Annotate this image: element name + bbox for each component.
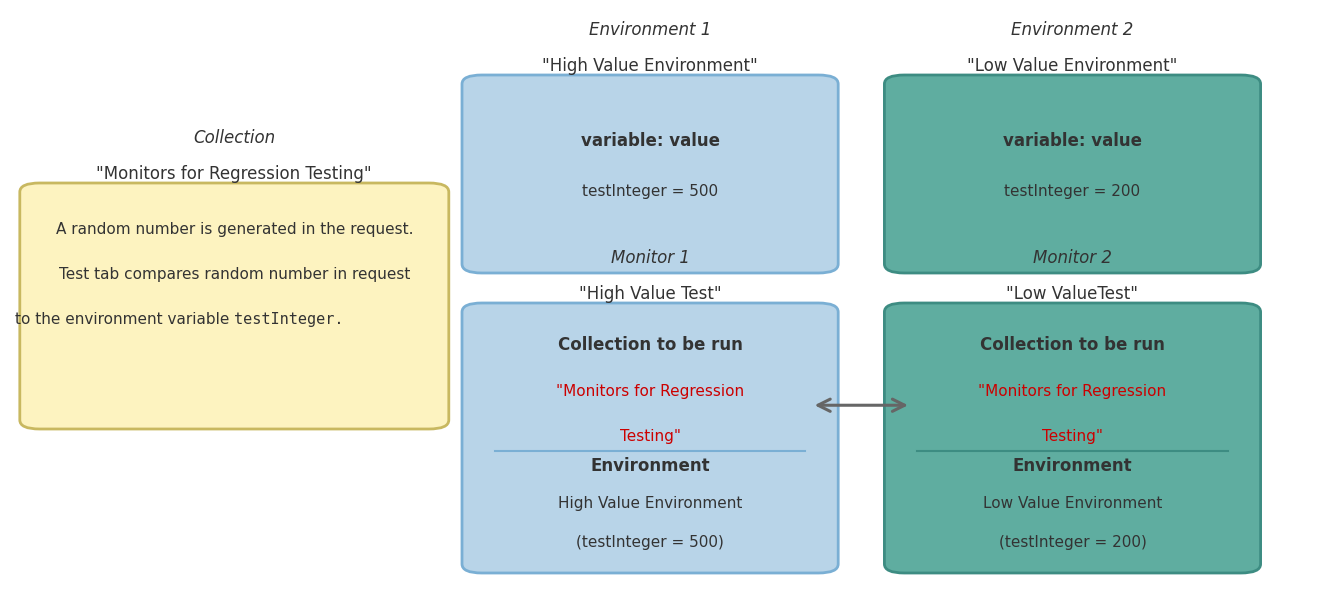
FancyBboxPatch shape — [20, 183, 449, 429]
Text: Collection: Collection — [193, 129, 276, 147]
Text: to the environment variable: to the environment variable — [15, 312, 235, 327]
FancyBboxPatch shape — [462, 303, 838, 573]
Text: "Low Value Environment": "Low Value Environment" — [968, 57, 1177, 75]
Text: Testing": Testing" — [1041, 429, 1104, 444]
Text: Collection to be run: Collection to be run — [557, 336, 743, 354]
Text: variable: value: variable: value — [581, 132, 719, 150]
Text: Low Value Environment: Low Value Environment — [983, 496, 1162, 511]
Text: A random number is generated in the request.: A random number is generated in the requ… — [55, 222, 413, 237]
FancyBboxPatch shape — [462, 75, 838, 273]
Text: "High Value Test": "High Value Test" — [578, 285, 722, 303]
Text: testInteger = 500: testInteger = 500 — [582, 184, 718, 199]
Text: Environment: Environment — [590, 457, 710, 475]
Text: Monitor 1: Monitor 1 — [611, 249, 689, 267]
Text: High Value Environment: High Value Environment — [558, 496, 742, 511]
Text: (testInteger = 500): (testInteger = 500) — [576, 535, 725, 550]
FancyBboxPatch shape — [884, 303, 1261, 573]
Text: (testInteger = 200): (testInteger = 200) — [998, 535, 1147, 550]
Text: Environment 1: Environment 1 — [589, 21, 711, 39]
Text: Testing": Testing" — [619, 429, 681, 444]
Text: Environment 2: Environment 2 — [1011, 21, 1134, 39]
Text: testInteger = 200: testInteger = 200 — [1005, 184, 1140, 199]
Text: Monitor 2: Monitor 2 — [1034, 249, 1111, 267]
Text: Test tab compares random number in request: Test tab compares random number in reque… — [58, 267, 411, 282]
Text: "Low ValueTest": "Low ValueTest" — [1006, 285, 1138, 303]
Text: "Monitors for Regression: "Monitors for Regression — [556, 384, 744, 399]
Text: Environment: Environment — [1012, 457, 1133, 475]
FancyBboxPatch shape — [884, 75, 1261, 273]
Text: variable: value: variable: value — [1003, 132, 1142, 150]
Text: Collection to be run: Collection to be run — [979, 336, 1166, 354]
Text: testInteger.: testInteger. — [235, 312, 343, 327]
Text: "High Value Environment": "High Value Environment" — [543, 57, 758, 75]
Text: "Monitors for Regression Testing": "Monitors for Regression Testing" — [96, 165, 372, 183]
Text: "Monitors for Regression: "Monitors for Regression — [978, 384, 1167, 399]
